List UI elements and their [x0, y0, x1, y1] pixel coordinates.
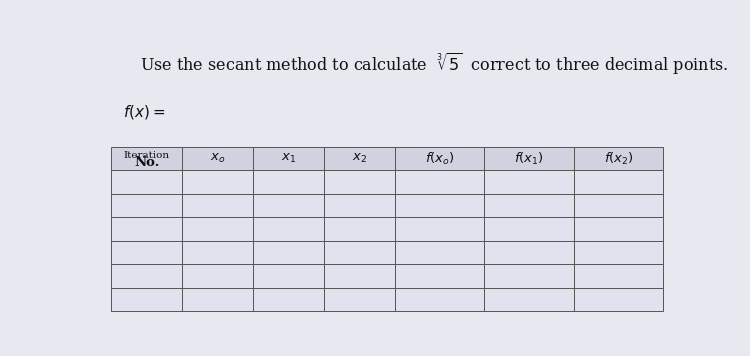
Bar	[484, 218, 574, 241]
Bar	[574, 194, 664, 218]
Bar	[253, 265, 324, 288]
Bar	[324, 265, 395, 288]
Text: Use the secant method to calculate  $\sqrt[3]{5}$  correct to three decimal poin: Use the secant method to calculate $\sqr…	[140, 51, 729, 77]
Bar	[253, 288, 324, 312]
Bar	[484, 265, 574, 288]
Bar	[484, 288, 574, 312]
Bar	[395, 147, 484, 171]
Text: $f(x_2)$: $f(x_2)$	[604, 151, 634, 167]
Bar	[253, 218, 324, 241]
Bar	[395, 218, 484, 241]
Text: $x_o$: $x_o$	[210, 152, 225, 165]
Bar	[111, 147, 182, 171]
Text: $f(x_o)$: $f(x_o)$	[424, 151, 454, 167]
Bar	[111, 265, 182, 288]
Bar	[182, 147, 253, 171]
Bar	[324, 194, 395, 218]
Bar	[182, 241, 253, 265]
Bar	[324, 147, 395, 171]
Bar	[574, 241, 664, 265]
Bar	[324, 171, 395, 194]
Bar	[395, 241, 484, 265]
Bar	[253, 171, 324, 194]
Bar	[395, 171, 484, 194]
Bar	[484, 194, 574, 218]
Bar	[574, 171, 664, 194]
Bar	[111, 218, 182, 241]
Bar	[111, 241, 182, 265]
Bar	[395, 194, 484, 218]
Bar	[111, 171, 182, 194]
Bar	[574, 218, 664, 241]
Bar	[111, 194, 182, 218]
Bar	[484, 171, 574, 194]
Bar	[182, 194, 253, 218]
Text: $f(x_1)$: $f(x_1)$	[514, 151, 544, 167]
Bar	[574, 265, 664, 288]
Bar	[484, 241, 574, 265]
Bar	[395, 265, 484, 288]
Text: $x_1$: $x_1$	[281, 152, 296, 165]
Bar	[253, 147, 324, 171]
Bar	[324, 241, 395, 265]
Bar	[253, 241, 324, 265]
Text: Iteration: Iteration	[124, 151, 170, 160]
Bar	[182, 171, 253, 194]
Bar	[324, 288, 395, 312]
Text: No.: No.	[134, 156, 159, 169]
Bar	[395, 288, 484, 312]
Bar	[182, 218, 253, 241]
Bar	[111, 288, 182, 312]
Bar	[324, 218, 395, 241]
Text: $f(x)=$: $f(x)=$	[123, 103, 165, 121]
Bar	[182, 265, 253, 288]
Bar	[182, 288, 253, 312]
Text: $x_2$: $x_2$	[352, 152, 367, 165]
Bar	[574, 288, 664, 312]
Bar	[484, 147, 574, 171]
Bar	[253, 194, 324, 218]
Bar	[574, 147, 664, 171]
